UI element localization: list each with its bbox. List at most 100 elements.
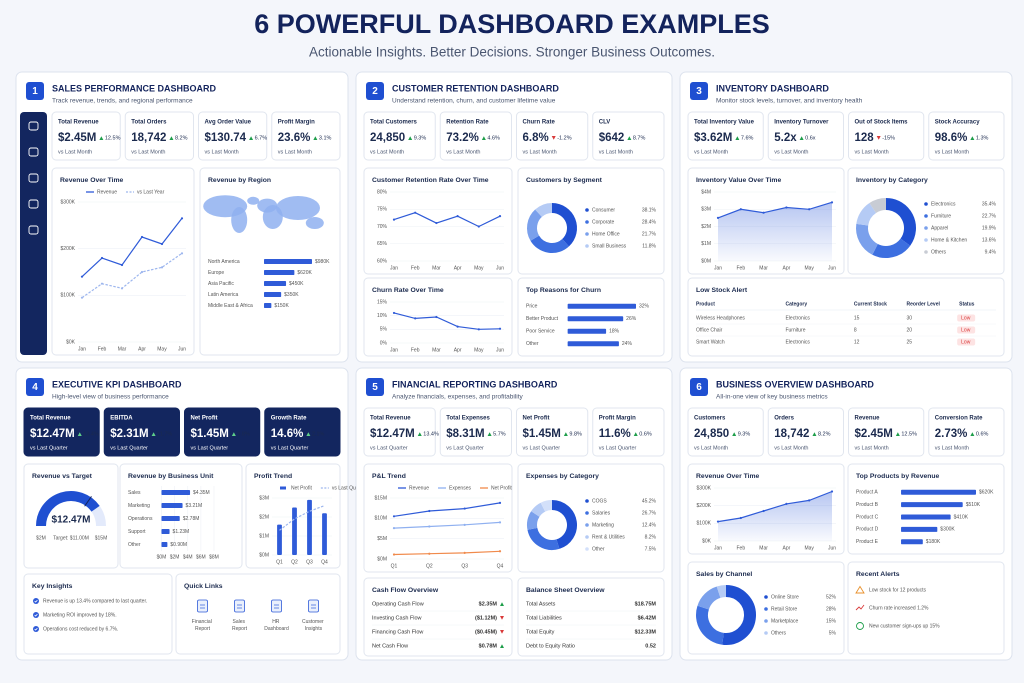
panel-subtitle: High-level view of business performance <box>52 394 169 401</box>
link-label[interactable]: Financial Report <box>192 619 213 632</box>
link-label[interactable]: Customer Insights <box>302 619 325 632</box>
kpi-value: 6.8% <box>523 132 549 144</box>
kpi-note: vs Last Quarter <box>30 445 68 451</box>
kpi-change: 9.8% <box>569 431 582 437</box>
sidebar-icon[interactable] <box>28 173 39 183</box>
gauge-value <box>36 491 100 527</box>
kpi-card <box>516 407 589 457</box>
table-cell: Electronics <box>785 315 810 321</box>
panel-subtitle: Analyze financials, expenses, and profit… <box>392 394 524 401</box>
table-cell: Electronics <box>785 339 810 345</box>
kpi-card <box>124 111 194 161</box>
trend-arrow <box>970 432 975 436</box>
donut-segment <box>540 500 553 512</box>
kpi-value: $2.45M <box>855 428 893 440</box>
sidebar-icon[interactable] <box>28 121 39 131</box>
donut-segment <box>697 586 721 610</box>
point <box>456 325 459 328</box>
point <box>498 521 502 524</box>
kpi-note: vs Last Month <box>446 149 480 155</box>
kpi-card <box>687 111 764 161</box>
kpi-label: Total Expenses <box>446 416 490 422</box>
legend-dot <box>764 607 768 611</box>
insight-text: Operations cost reduced by 6.7%. <box>43 626 118 632</box>
legend-dot <box>585 220 589 224</box>
trend-arrow <box>481 136 486 140</box>
y-tick-label: 5% <box>380 327 388 333</box>
sidebar-icon[interactable] <box>28 147 39 157</box>
table-header: Status <box>959 301 975 307</box>
kpi-card <box>439 407 512 457</box>
table-cell: Low <box>961 315 971 321</box>
bar-label: Better Product <box>526 316 559 322</box>
bar-label: Product C <box>856 514 879 520</box>
kpi-label: Total Revenue <box>30 416 71 422</box>
x-tick-label: Q4 <box>497 563 504 569</box>
row-value: ($1.12M) <box>475 615 497 621</box>
gauge-max: $15M <box>95 535 108 541</box>
row-label: Net Cash Flow <box>372 643 408 649</box>
legend-label: vs Last Quarter <box>332 485 367 491</box>
y-tick-label: $1M <box>259 533 269 539</box>
point <box>762 509 765 513</box>
insight-text: Revenue is up 13.4% compared to last qua… <box>43 598 147 604</box>
bar-label: Latin America <box>208 292 239 298</box>
kpi-label: Churn Rate <box>523 120 556 126</box>
kpi-label: Total Orders <box>131 120 167 126</box>
kpi-label: Orders <box>774 416 794 422</box>
value-label: 32% <box>639 304 650 310</box>
point <box>414 317 417 320</box>
point <box>498 327 502 330</box>
sidebar-icon[interactable] <box>28 225 39 235</box>
panel-number: 5 <box>372 382 378 393</box>
point <box>808 208 811 211</box>
row-value: $18.75M <box>635 601 657 607</box>
map-region <box>276 196 320 220</box>
x-tick-label: Jan <box>714 545 722 551</box>
alert-text: Churn rate increased 1.2% <box>869 605 929 611</box>
legend-label: Electronics <box>931 201 956 207</box>
kpi-card <box>363 111 436 161</box>
gauge-min: $2M <box>36 535 46 541</box>
legend-label: Home Office <box>592 231 620 237</box>
kpi-value: 5.2x <box>774 132 797 144</box>
legend-label: Revenue <box>97 189 117 195</box>
point <box>435 221 438 225</box>
point <box>498 215 502 218</box>
widget-title: Key Insights <box>32 583 73 590</box>
check-mark <box>34 599 38 603</box>
sidebar-icon[interactable] <box>28 199 39 209</box>
y-tick-label: $0M <box>377 556 387 562</box>
kpi-label: Profit Margin <box>278 120 315 126</box>
panel-subtitle: Monitor stock levels, turnover, and inve… <box>716 98 863 105</box>
legend-dot <box>585 535 589 539</box>
bar-label: Product B <box>856 502 879 508</box>
link-label[interactable]: HR Dashboard <box>264 619 289 632</box>
kpi-card <box>103 407 180 457</box>
legend-label: Rent & Utilities <box>592 534 625 540</box>
kpi-note: vs Last Quarter <box>370 445 408 451</box>
point <box>463 551 466 555</box>
x-tick-label: May <box>157 346 167 352</box>
bar <box>901 502 963 508</box>
legend-dot <box>585 244 589 248</box>
panel-badge <box>366 378 384 396</box>
bar <box>277 524 282 555</box>
series-line <box>393 521 501 529</box>
kpi-change: 8.2% <box>175 135 188 141</box>
status-chip <box>957 314 976 322</box>
link-icon <box>308 599 319 613</box>
trend-arrow <box>500 602 504 606</box>
panel-number: 1 <box>32 86 38 97</box>
y-tick-label: $3M <box>701 207 711 213</box>
link-label[interactable]: Sales Report <box>232 619 248 632</box>
series-line <box>393 550 501 556</box>
y-tick-label: $100K <box>697 521 712 527</box>
legend-dot <box>585 523 589 527</box>
point <box>180 252 184 255</box>
kpi-change: 1.3% <box>976 135 989 141</box>
value-label: 21.7% <box>642 231 657 237</box>
bar <box>161 503 183 508</box>
point <box>808 499 811 502</box>
legend-dot <box>585 499 589 503</box>
